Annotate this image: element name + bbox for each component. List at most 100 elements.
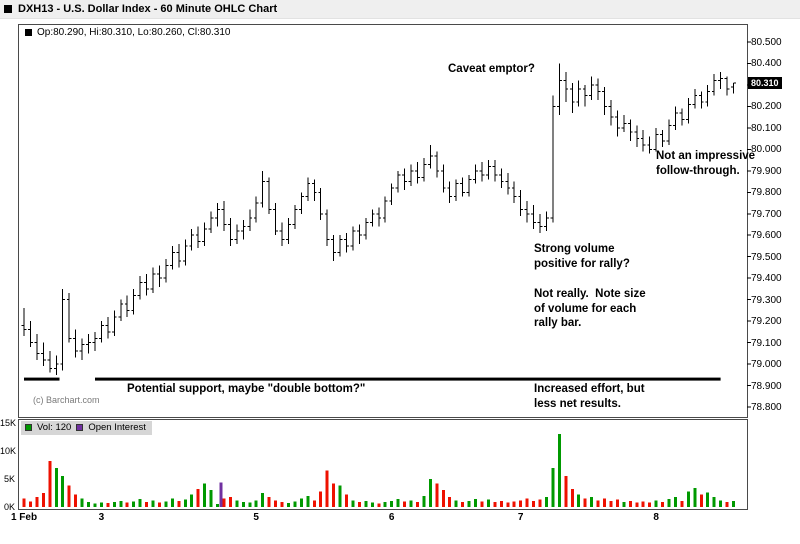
volume-bar (686, 491, 690, 507)
volume-bar (112, 502, 116, 507)
volume-bar (596, 500, 600, 507)
follow-through-note: Not an impressive follow-through. (656, 150, 756, 177)
volume-bar (228, 496, 232, 507)
volume-bar (415, 502, 419, 507)
volume-bar (454, 500, 458, 507)
volume-tick-label: 15K (0, 418, 17, 428)
caveat-emptor-note: Caveat emptor? (448, 63, 535, 75)
volume-bar (170, 498, 174, 507)
volume-bar (248, 502, 252, 507)
volume-bar (325, 470, 329, 507)
volume-bar (448, 496, 452, 507)
title-bar: DXH13 - U.S. Dollar Index - 60 Minute OH… (0, 0, 800, 19)
volume-bar (332, 483, 336, 507)
time-tick-label: 7 (517, 512, 524, 523)
volume-bar (345, 494, 348, 507)
volume-bar (370, 502, 374, 507)
volume-tick-label: 5K (3, 474, 15, 484)
volume-bar (648, 502, 652, 507)
time-tick-label: 6 (388, 512, 395, 523)
volume-bar (22, 498, 26, 507)
volume-bar (190, 494, 194, 507)
volume-bar (396, 499, 400, 507)
price-tick-label: 79.600 (751, 230, 782, 242)
volume-bar (293, 501, 297, 507)
volume-bar (357, 502, 361, 507)
volume-bar (538, 499, 542, 507)
volume-bar (545, 496, 548, 507)
volume-bar (428, 479, 432, 507)
volume-bar (622, 502, 626, 507)
volume-bar (512, 501, 516, 507)
price-tick-label: 79.200 (751, 316, 782, 328)
increased-effort-note: Increased effort, but less net results. (534, 383, 645, 410)
volume-bar (654, 500, 658, 507)
volume-bar (409, 500, 413, 507)
volume-bar (203, 483, 207, 507)
volume-bar (661, 502, 665, 507)
volume-bar (196, 489, 200, 507)
price-tick-label: 79.500 (751, 251, 782, 263)
volume-bar (641, 501, 645, 507)
volume-bar (54, 467, 58, 507)
volume-bar (319, 491, 323, 507)
volume-bar (551, 467, 555, 507)
volume-legend-text: Vol: 120 (37, 422, 72, 433)
volume-bar (151, 500, 155, 507)
support-line (24, 377, 60, 381)
ohlc-legend-text: Op:80.290, Hi:80.310, Lo:80.260, Cl:80.3… (37, 27, 231, 38)
open-interest-legend-text: Open Interest (88, 422, 146, 433)
volume-bar (222, 498, 226, 507)
volume-bar (41, 493, 45, 507)
volume-bar (699, 494, 703, 507)
price-tick-label: 80.400 (751, 58, 782, 70)
volume-bar (615, 499, 619, 507)
volume-tick-label: 0K (3, 502, 15, 512)
price-tick-label: 80.100 (751, 122, 782, 134)
volume-bar (145, 502, 149, 507)
volume-bar (209, 490, 213, 507)
volume-bar (712, 496, 716, 507)
open-interest-bar (219, 482, 223, 507)
volume-bar (235, 500, 239, 507)
volume-bar (635, 502, 639, 507)
price-tick-label: 80.500 (751, 37, 782, 48)
price-tick-label: 80.200 (751, 101, 782, 113)
volume-bar (61, 476, 65, 507)
volume-bar (286, 503, 290, 507)
volume-bar (261, 493, 265, 507)
volume-bar (241, 502, 245, 507)
price-plot-area (18, 24, 748, 418)
volume-bar (254, 500, 258, 507)
volume-bar (138, 499, 142, 507)
volume-bar (274, 500, 278, 507)
volume-bar (732, 500, 735, 507)
volume-bar (461, 502, 465, 507)
volume-bar (583, 498, 587, 507)
volume-bar (628, 500, 632, 507)
volume-bar (609, 500, 613, 507)
volume-bar (351, 500, 355, 507)
volume-bar (280, 502, 284, 507)
volume-bar (519, 500, 523, 507)
volume-bar (306, 495, 310, 507)
volume-bar (486, 499, 490, 507)
price-tick-label: 79.400 (751, 273, 782, 285)
volume-bar (467, 500, 471, 507)
volume-bar (441, 490, 445, 507)
chart-title: DXH13 - U.S. Dollar Index - 60 Minute OH… (18, 3, 278, 15)
volume-bar (74, 494, 78, 507)
ohlc-legend-swatch-icon (25, 29, 32, 36)
volume-bar (299, 498, 303, 507)
copyright-label: (c) Barchart.com (33, 395, 100, 405)
volume-bar (383, 502, 387, 507)
volume-bar (177, 500, 181, 507)
volume-legend: Vol: 120 Open Interest (21, 421, 152, 435)
volume-bar (87, 502, 90, 507)
price-tick-label: 79.800 (751, 187, 782, 199)
price-tick-label: 78.900 (751, 380, 782, 392)
volume-bar (119, 500, 123, 507)
volume-bar (474, 499, 477, 507)
volume-bar (590, 496, 594, 507)
